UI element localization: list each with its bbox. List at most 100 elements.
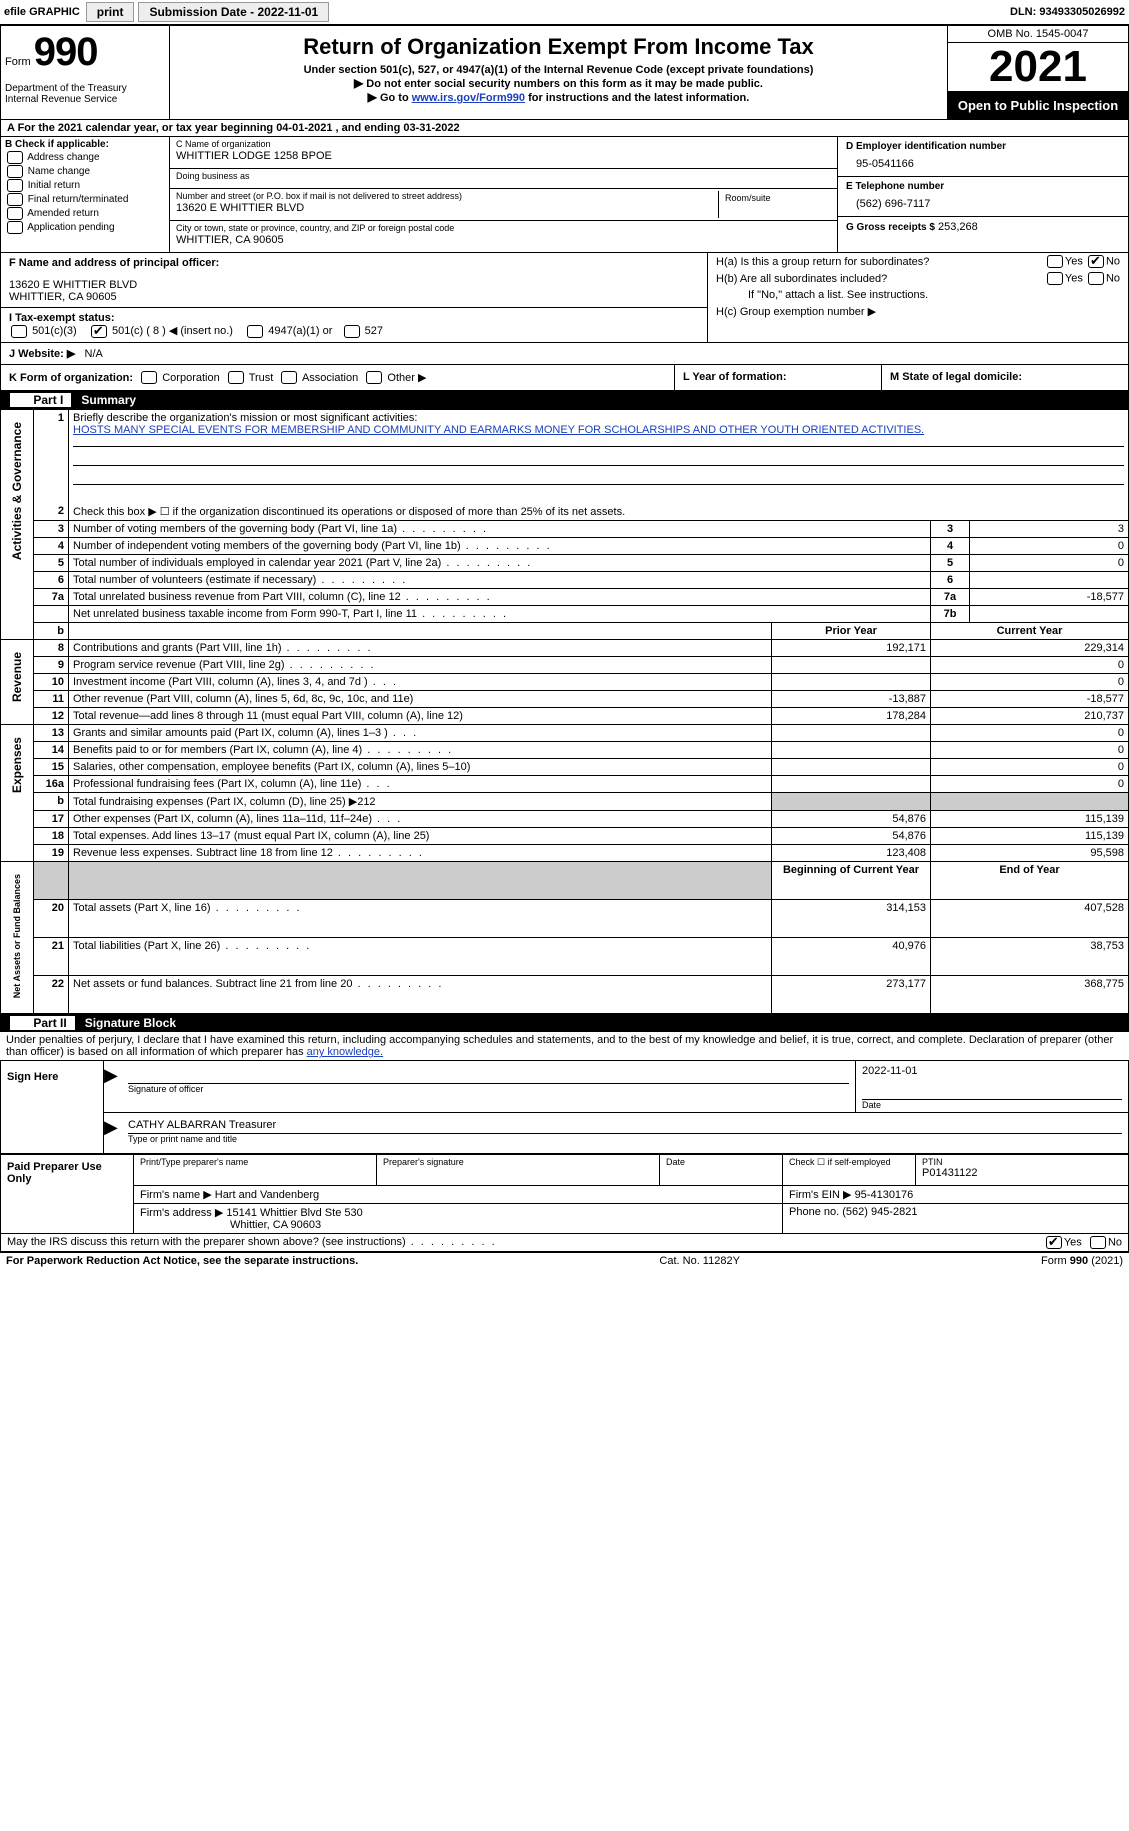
discuss-no[interactable] [1090,1236,1106,1249]
tax-year: 2021 [948,43,1128,92]
chk-501c[interactable] [91,325,107,338]
part2-title: Signature Block [85,1016,176,1030]
sign-here-table: Sign Here ▶ Signature of officer 2022-11… [0,1060,1129,1154]
exp-row-16b: bTotal fundraising expenses (Part IX, co… [1,793,1129,811]
ha-no[interactable] [1088,255,1104,268]
net-row-22: 22Net assets or fund balances. Subtract … [1,976,1129,1014]
chk-amended-return[interactable]: Amended return [5,207,165,220]
chk-corp[interactable] [141,371,157,384]
chk-other[interactable] [366,371,382,384]
form-subtitle: Under section 501(c), 527, or 4947(a)(1)… [180,64,937,76]
tab-governance: Activities & Governance [1,410,34,640]
exp-row-14: 14Benefits paid to or for members (Part … [1,742,1129,759]
chk-4947[interactable] [247,325,263,338]
form-header: Form 990 Department of the Treasury Inte… [0,25,1129,120]
form-number: 990 [34,30,98,74]
form-word: Form [5,56,31,68]
addr-label: Number and street (or P.O. box if mail i… [176,191,718,201]
paid-preparer-label: Paid Preparer Use Only [1,1155,134,1234]
rev-row-11: 11Other revenue (Part VIII, column (A), … [1,691,1129,708]
rev-row-9: 9Program service revenue (Part VIII, lin… [1,657,1129,674]
ha-yes[interactable] [1047,255,1063,268]
irs-link[interactable]: www.irs.gov/Form990 [412,92,525,104]
exp-row-16a: 16aProfessional fundraising fees (Part I… [1,776,1129,793]
h-c-row: H(c) Group exemption number ▶ [708,303,1128,320]
gross-value: 253,268 [938,221,978,233]
part1-table: Activities & Governance 1 Briefly descri… [0,409,1129,1014]
exp-row-15: 15Salaries, other compensation, employee… [1,759,1129,776]
sig-date-cell: 2022-11-01 Date [856,1061,1129,1113]
tab-net-assets: Net Assets or Fund Balances [1,862,34,1014]
phone-label: E Telephone number [846,181,1120,192]
hb-no[interactable] [1088,272,1104,285]
city-label: City or town, state or province, country… [176,223,831,233]
tab-expenses: Expenses [1,725,34,862]
city-value: WHITTIER, CA 90605 [176,233,831,250]
rev-row-10: 10Investment income (Part VIII, column (… [1,674,1129,691]
open-to-public: Open to Public Inspection [948,92,1128,119]
org-name-label: C Name of organization [176,139,831,149]
sign-here-label: Sign Here [1,1061,104,1154]
row-a-tax-year: A For the 2021 calendar year, or tax yea… [0,120,1129,137]
h-b-row: H(b) Are all subordinates included? Yes … [708,270,1128,287]
dept-treasury: Department of the Treasury [5,83,165,94]
part1-title: Summary [81,393,136,407]
hdr-prior-current: bPrior YearCurrent Year [1,623,1129,640]
chk-address-change[interactable]: Address change [5,151,165,164]
h-b-note: If "No," attach a list. See instructions… [708,287,1128,303]
col-b-label: B Check if applicable: [5,139,165,150]
org-name-value: WHITTIER LODGE 1258 BPOE [176,149,831,166]
chk-501c3[interactable] [11,325,27,338]
chk-application-pending[interactable]: Application pending [5,221,165,234]
net-row-20: 20Total assets (Part X, line 16)314,1534… [1,900,1129,938]
submission-date-button[interactable]: Submission Date - 2022-11-01 [138,2,329,22]
hb-yes[interactable] [1047,272,1063,285]
h-a-row: H(a) Is this a group return for subordin… [708,253,1128,270]
footer-left: For Paperwork Reduction Act Notice, see … [6,1255,358,1267]
chk-final-return[interactable]: Final return/terminated [5,193,165,206]
f-officer: F Name and address of principal officer:… [1,253,707,308]
f-label: F Name and address of principal officer: [9,257,699,269]
dba-label: Doing business as [176,171,831,181]
top-bar: efile GRAPHIC print Submission Date - 20… [0,0,1129,25]
header-mid: Return of Organization Exempt From Incom… [170,26,948,119]
chk-initial-return[interactable]: Initial return [5,179,165,192]
print-button[interactable]: print [86,2,135,22]
col-b-check: B Check if applicable: Address change Na… [1,137,170,252]
l-year-formation: L Year of formation: [675,365,882,391]
header-left: Form 990 Department of the Treasury Inte… [1,26,170,119]
chk-trust[interactable] [228,371,244,384]
chk-527[interactable] [344,325,360,338]
net-row-21: 21Total liabilities (Part X, line 26)40,… [1,938,1129,976]
exp-row-17: 17Other expenses (Part IX, column (A), l… [1,811,1129,828]
line2: Check this box ▶ ☐ if the organization d… [69,503,1129,521]
dln-label: DLN: 93493305026992 [1010,6,1125,18]
line1-mission: HOSTS MANY SPECIAL EVENTS FOR MEMBERSHIP… [73,424,924,436]
gov-row-3: 3Number of voting members of the governi… [1,521,1129,538]
efile-label: efile GRAPHIC [4,6,80,18]
gov-row-6: 6Total number of volunteers (estimate if… [1,572,1129,589]
form-title: Return of Organization Exempt From Incom… [180,34,937,60]
omb-number: OMB No. 1545-0047 [948,26,1128,43]
section-bcd: B Check if applicable: Address change Na… [0,137,1129,253]
footer-mid: Cat. No. 11282Y [358,1255,1041,1267]
chk-name-change[interactable]: Name change [5,165,165,178]
part2-num: Part II [25,1016,74,1030]
col-c-org: C Name of organization WHITTIER LODGE 12… [170,137,837,252]
footer-right: Form 990 (2021) [1041,1255,1123,1267]
discuss-yes[interactable] [1046,1236,1062,1249]
paid-preparer-table: Paid Preparer Use Only Print/Type prepar… [0,1154,1129,1252]
chk-assoc[interactable] [281,371,297,384]
gov-row-7a: 7aTotal unrelated business revenue from … [1,589,1129,606]
addr-value: 13620 E WHITTIER BLVD [176,201,718,218]
m-state-domicile: M State of legal domicile: [882,365,1128,391]
i-tax-status: I Tax-exempt status: 501(c)(3) 501(c) ( … [1,308,707,342]
room-label: Room/suite [725,193,825,203]
dba-value [176,181,831,186]
j-website: J Website: ▶ N/A [0,343,1129,365]
exp-row-18: 18Total expenses. Add lines 13–17 (must … [1,828,1129,845]
tab-revenue: Revenue [1,640,34,725]
irs-label: Internal Revenue Service [5,94,165,105]
rev-row-12: 12Total revenue—add lines 8 through 11 (… [1,708,1129,725]
sig-officer-cell: ▶ Signature of officer [104,1061,856,1113]
